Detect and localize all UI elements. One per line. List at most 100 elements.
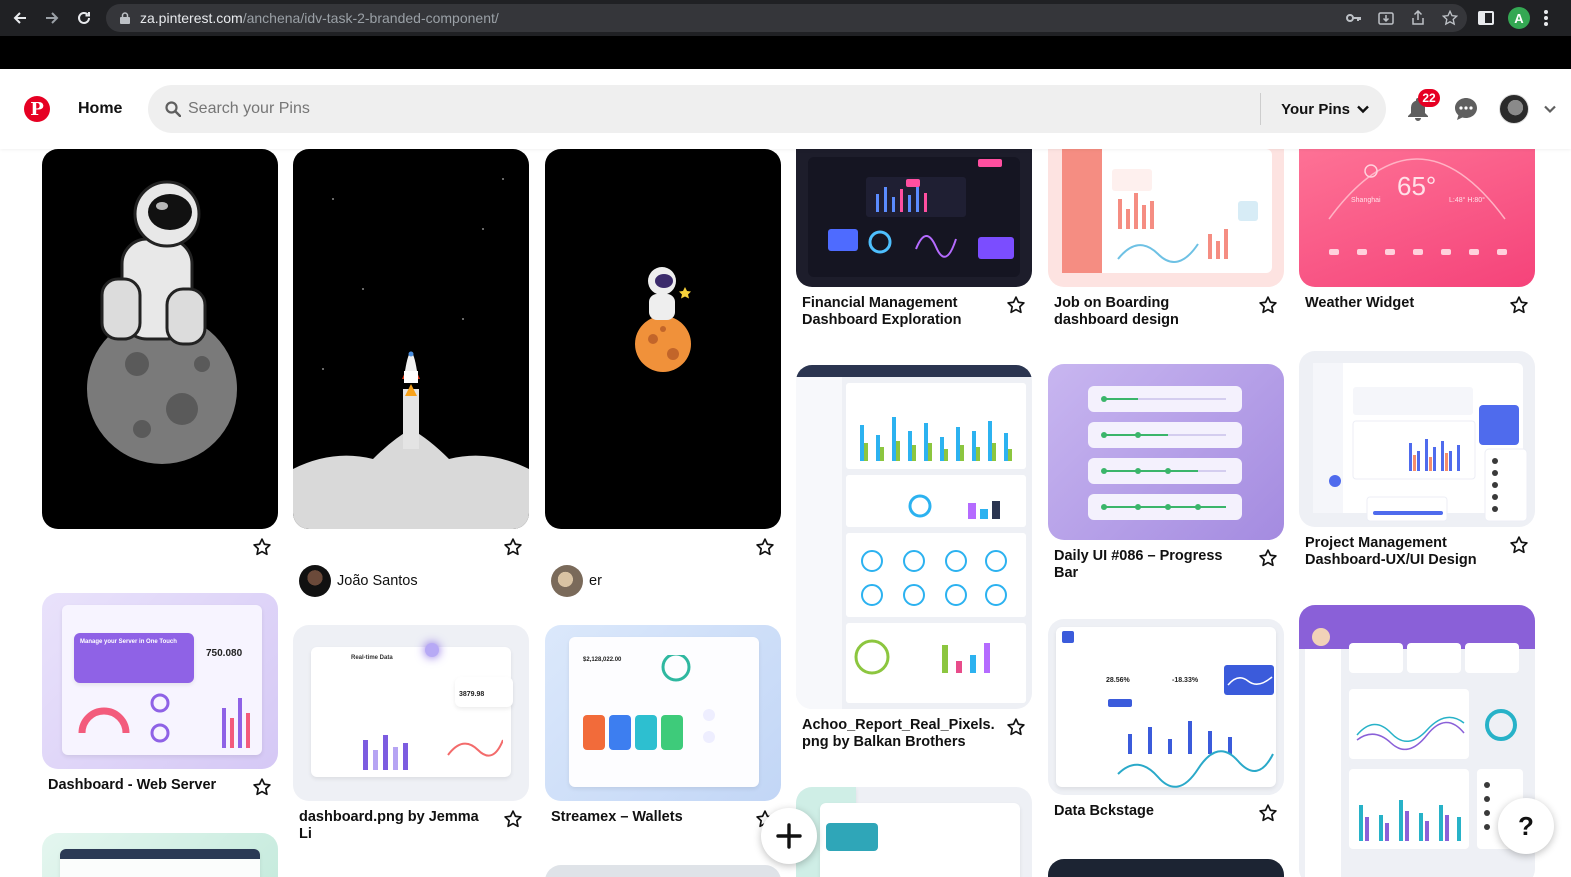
save-star-icon[interactable]: [252, 537, 272, 557]
pin-image[interactable]: [1048, 859, 1284, 877]
create-plus-button[interactable]: [761, 808, 817, 864]
pin-image[interactable]: [293, 149, 529, 529]
bookmark-star-icon[interactable]: [1441, 9, 1459, 27]
pin-image[interactable]: [796, 787, 1032, 877]
pin-image[interactable]: [796, 365, 1032, 709]
pin-footer: Job on Boarding dashboard design: [1048, 287, 1284, 329]
bckstage-charts: [1108, 665, 1274, 788]
reload-icon[interactable]: [68, 0, 100, 36]
pin-card-dashboard-partial[interactable]: [796, 787, 1032, 877]
pin-partial-bottom[interactable]: [545, 865, 781, 877]
pin-image[interactable]: 65° Shanghai L:48° H:80°: [1299, 149, 1535, 287]
pin-progress-bar[interactable]: Daily UI #086 – Progress Bar: [1048, 364, 1284, 582]
save-star-icon[interactable]: [1258, 548, 1278, 568]
pin-footer: [42, 529, 278, 557]
pin-author[interactable]: João Santos: [293, 557, 529, 597]
pin-footer: Daily UI #086 – Progress Bar: [1048, 540, 1284, 582]
pin-stat-value: 28.56%: [1106, 677, 1130, 684]
help-button[interactable]: ?: [1498, 798, 1554, 854]
pin-data-bckstage[interactable]: 28.56% -18.33% Data Bckstage: [1048, 619, 1284, 823]
weather-city: Shanghai: [1351, 197, 1381, 204]
author-name[interactable]: er: [589, 573, 602, 589]
author-avatar[interactable]: [299, 565, 331, 597]
pin-footer: Project Management Dashboard-UX/UI Desig…: [1299, 527, 1535, 569]
browser-menu-icon[interactable]: [1544, 10, 1548, 26]
account-chevron-down-icon[interactable]: [1540, 99, 1560, 119]
pin-teacher-dashboard-partial[interactable]: [42, 833, 278, 877]
pin-image[interactable]: [42, 833, 278, 877]
save-star-icon[interactable]: [1509, 535, 1529, 555]
save-star-icon[interactable]: [252, 777, 272, 797]
author-avatar[interactable]: [551, 565, 583, 597]
notification-count-badge: 22: [1418, 89, 1440, 107]
pin-title: Project Management Dashboard-UX/UI Desig…: [1305, 535, 1477, 568]
pin-footer: [293, 529, 529, 557]
pin-achoo-report[interactable]: Achoo_Report_Real_Pixels. png by Balkan …: [796, 365, 1032, 751]
browser-bookmarks-area: [0, 36, 1571, 69]
pin-footer: Streamex – Wallets: [545, 801, 781, 829]
user-avatar[interactable]: [1499, 94, 1529, 124]
pin-image[interactable]: [42, 149, 278, 529]
pin-astronaut-planet[interactable]: er: [545, 149, 781, 597]
progress-bar-art: [1088, 386, 1242, 520]
pinterest-logo-icon[interactable]: P: [24, 96, 50, 122]
pin-author[interactable]: er: [545, 557, 781, 597]
pin-image[interactable]: $2,128,022.00: [545, 625, 781, 801]
financial-dashboard-art: [808, 157, 1020, 277]
pin-project-management[interactable]: Project Management Dashboard-UX/UI Desig…: [1299, 351, 1535, 569]
pin-financial-management[interactable]: Financial Management Dashboard Explorati…: [796, 149, 1032, 329]
lock-icon[interactable]: [118, 11, 132, 25]
pin-dashboard-web-server[interactable]: Manage your Server in One Touch 750.080 …: [42, 593, 278, 797]
save-star-icon[interactable]: [1258, 295, 1278, 315]
address-bar[interactable]: za.pinterest.com/anchena/idv-task-2-bran…: [106, 4, 1467, 32]
install-icon[interactable]: [1377, 9, 1395, 27]
web-server-charts: [78, 693, 250, 748]
pin-grid: Manage your Server in One Touch 750.080 …: [0, 149, 1571, 877]
back-icon[interactable]: [4, 0, 36, 36]
pin-image[interactable]: [796, 149, 1032, 287]
share-icon[interactable]: [1409, 9, 1427, 27]
save-star-icon[interactable]: [1006, 295, 1026, 315]
hero-banner-text: Manage your Server in One Touch: [74, 633, 194, 683]
pin-image[interactable]: [1048, 149, 1284, 287]
messages-icon[interactable]: [1452, 95, 1480, 123]
pin-title: Dashboard - Web Server: [48, 777, 217, 793]
forward-icon[interactable]: [36, 0, 68, 36]
pin-weather-widget[interactable]: 65° Shanghai L:48° H:80° Weather Widget: [1299, 149, 1535, 315]
search-input[interactable]: [188, 100, 1188, 118]
save-star-icon[interactable]: [503, 537, 523, 557]
pin-image[interactable]: [545, 149, 781, 529]
key-icon[interactable]: [1345, 9, 1363, 27]
pin-image[interactable]: Real-time Data 3879.98: [293, 625, 529, 801]
browser-profile-avatar[interactable]: A: [1508, 7, 1530, 29]
pin-stat-value: 3879.98: [455, 677, 513, 707]
your-pins-filter[interactable]: Your Pins: [1281, 85, 1370, 133]
pin-footer: Financial Management Dashboard Explorati…: [796, 287, 1032, 329]
save-star-icon[interactable]: [755, 537, 775, 557]
save-star-icon[interactable]: [1258, 803, 1278, 823]
save-star-icon[interactable]: [1006, 717, 1026, 737]
achoo-report-art: [796, 365, 1032, 709]
pin-dark-partial[interactable]: [1048, 859, 1284, 877]
pin-image[interactable]: [545, 865, 781, 877]
pin-image[interactable]: [1048, 364, 1284, 540]
pin-image[interactable]: 28.56% -18.33%: [1048, 619, 1284, 795]
search-divider: [1260, 93, 1261, 125]
author-name[interactable]: João Santos: [337, 573, 418, 589]
home-button[interactable]: Home: [78, 100, 123, 117]
pin-image[interactable]: [1299, 351, 1535, 527]
pin-jemma-dashboard[interactable]: Real-time Data 3879.98 dashboard.png by …: [293, 625, 529, 843]
pin-image[interactable]: Manage your Server in One Touch 750.080: [42, 593, 278, 769]
pin-astronaut-moon[interactable]: [42, 149, 278, 557]
save-star-icon[interactable]: [1509, 295, 1529, 315]
pin-streamex-wallets[interactable]: $2,128,022.00 Streamex – Wallets: [545, 625, 781, 829]
jemma-bars: [363, 735, 503, 770]
rocket-illustration: [293, 178, 529, 529]
credit-card-art: [826, 823, 878, 851]
pin-rocket-launch[interactable]: João Santos: [293, 149, 529, 597]
pin-job-onboarding[interactable]: Job on Boarding dashboard design: [1048, 149, 1284, 329]
save-star-icon[interactable]: [503, 809, 523, 829]
pin-title: Achoo_Report_Real_Pixels. png by Balkan …: [802, 717, 995, 750]
search-bar[interactable]: Your Pins: [148, 85, 1386, 133]
side-panel-icon[interactable]: [1478, 11, 1494, 25]
